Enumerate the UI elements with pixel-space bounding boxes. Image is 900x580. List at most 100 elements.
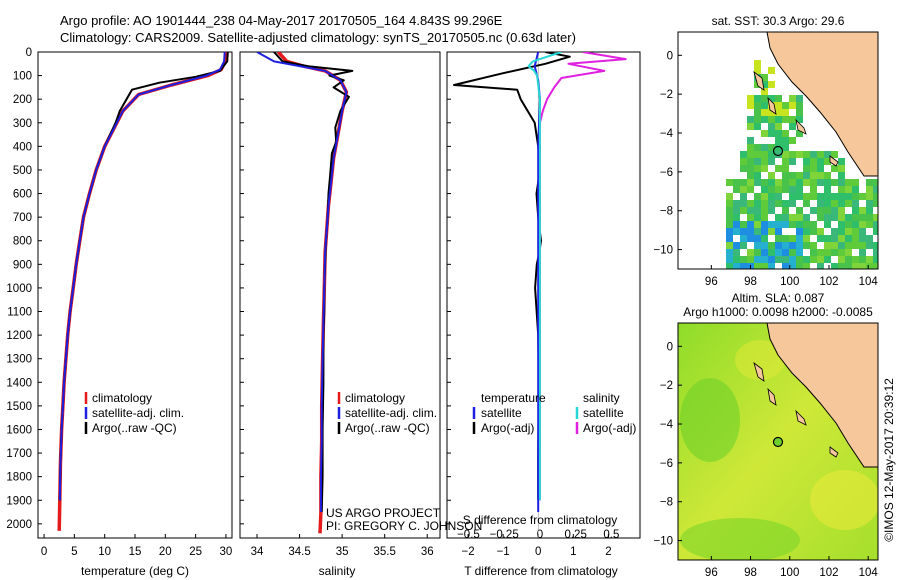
sst-cell (775, 179, 782, 186)
sst-cell (775, 137, 782, 144)
x-tick-label: 2 (605, 546, 611, 558)
sst-cell (747, 179, 754, 186)
sst-cell (845, 221, 852, 228)
sst-cell (782, 214, 789, 221)
sst-cell (747, 235, 754, 242)
sst-cell (824, 207, 831, 214)
sst-cell (754, 235, 761, 242)
island-nias (767, 96, 777, 115)
sst-cell (747, 137, 754, 144)
sst-cell (775, 109, 782, 116)
axis-ticks: 0100200300400500600700800900100011001200… (6, 47, 619, 558)
sst-cell (838, 186, 845, 193)
sst-cell (747, 200, 754, 207)
sst-cell (796, 130, 803, 137)
sst-cell (761, 144, 768, 151)
sst-cell (796, 116, 803, 123)
sst-cell (761, 158, 768, 165)
sst-cell (810, 186, 817, 193)
sst-cell (747, 172, 754, 179)
sst-cell (838, 221, 845, 228)
sst-cell (768, 67, 775, 74)
sst-cell (789, 151, 796, 158)
sla-map-title-1: Altim. SLA: 0.087 (732, 291, 825, 305)
sst-cell (859, 235, 866, 242)
sst-cell (789, 179, 796, 186)
sst-cell (838, 235, 845, 242)
sst-cell (817, 179, 824, 186)
depth-tick-label: 300 (13, 118, 32, 130)
sst-cell (810, 256, 817, 263)
sst-cell (803, 200, 810, 207)
sst-cell (845, 249, 852, 256)
map-x-tick-label: 96 (705, 276, 718, 288)
sst-cell (866, 200, 873, 207)
sst-cell (775, 165, 782, 172)
sst-cell (873, 242, 878, 249)
sst-cell (740, 151, 747, 158)
sst-cell (789, 158, 796, 165)
sst-cell (817, 249, 824, 256)
depth-tick-label: 900 (13, 259, 32, 271)
map-x-tick-label: 104 (859, 276, 879, 288)
sst-cell (824, 249, 831, 256)
sst-cell (803, 263, 810, 269)
depth-tick-label: 200 (13, 94, 32, 106)
sst-cell (761, 193, 768, 200)
sst-cell (754, 172, 761, 179)
map-y-tick-label: −8 (660, 206, 673, 218)
sst-cell (831, 242, 838, 249)
sst-cell (803, 235, 810, 242)
sst-map (678, 32, 878, 269)
x-tick-label: 0 (535, 546, 541, 558)
difference-axes (446, 51, 641, 539)
sst-cell (768, 263, 775, 269)
legend-label-satellite-adj: satellite-adj. clim. (92, 406, 184, 420)
island-enggano (829, 446, 839, 458)
sst-cell (810, 151, 817, 158)
sst-cell (817, 165, 824, 172)
temperature-series (57, 52, 229, 531)
sst-map-frame (677, 31, 879, 270)
sst-cell (810, 172, 817, 179)
sst-cell (733, 200, 740, 207)
sst-cell (726, 214, 733, 221)
map-y-tick-label: −4 (660, 419, 674, 431)
difference-legend: temperature satellite Argo(-adj) salinit… (472, 391, 636, 435)
sst-cell (775, 256, 782, 263)
sst-cell (775, 95, 782, 102)
x-tick-label-secondary: −0.25 (490, 529, 519, 541)
legend-label-s-argo: Argo(-adj) (583, 421, 636, 435)
sla-blob (810, 470, 878, 530)
sst-cell (761, 200, 768, 207)
sst-cell (768, 81, 775, 88)
sst-cell (831, 228, 838, 235)
sla-map-frame (677, 322, 879, 561)
sst-cell (782, 263, 789, 269)
sst-cell (831, 235, 838, 242)
sst-cell (775, 151, 782, 158)
sst-cell (859, 242, 866, 249)
x-tick-label-secondary: 0.5 (603, 529, 619, 541)
x-tick-label: 34 (251, 546, 264, 558)
sst-cell (789, 263, 796, 269)
sst-cell (838, 207, 845, 214)
temperature-xlabel: temperature (deg C) (81, 564, 189, 578)
sst-cell (782, 102, 789, 109)
sst-cell (726, 200, 733, 207)
sst-cell (761, 235, 768, 242)
depth-tick-label: 1300 (6, 354, 32, 366)
sst-cell (810, 249, 817, 256)
sst-cell (782, 242, 789, 249)
sst-map-ticks: 96 98 100 102 104 0 −2 −4 −6 −8 −10 (653, 50, 878, 288)
sst-cell (754, 116, 761, 123)
sst-cell (782, 165, 789, 172)
sst-cell (852, 235, 859, 242)
sst-cell (796, 235, 803, 242)
sst-cell (768, 256, 775, 263)
sst-cell (838, 158, 845, 165)
sst-cell (817, 235, 824, 242)
sst-cell (726, 263, 733, 269)
sst-cell (789, 242, 796, 249)
island-nias (767, 387, 777, 406)
